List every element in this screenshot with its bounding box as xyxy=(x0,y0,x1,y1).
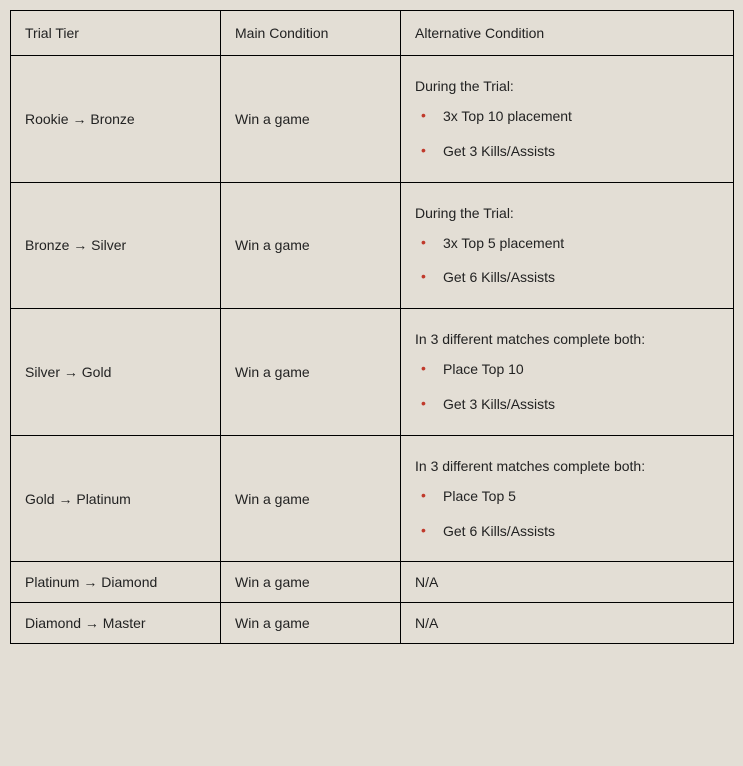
alt-item: Place Top 5 xyxy=(415,488,719,505)
table-row: Gold → Platinum Win a game In 3 differen… xyxy=(11,435,734,562)
alt-item: 3x Top 5 placement xyxy=(415,235,719,252)
cell-alt: In 3 different matches complete both: Pl… xyxy=(401,309,734,436)
header-alternative-condition: Alternative Condition xyxy=(401,11,734,56)
alt-intro: In 3 different matches complete both: xyxy=(415,331,719,347)
alt-list: Place Top 5 Get 6 Kills/Assists xyxy=(415,488,719,540)
header-main-condition: Main Condition xyxy=(221,11,401,56)
cell-main: Win a game xyxy=(221,562,401,603)
table-row: Silver → Gold Win a game In 3 different … xyxy=(11,309,734,436)
cell-tier: Diamond → Master xyxy=(11,603,221,644)
cell-tier: Rookie → Bronze xyxy=(11,56,221,183)
table-row: Diamond → Master Win a game N/A xyxy=(11,603,734,644)
cell-alt: During the Trial: 3x Top 10 placement Ge… xyxy=(401,56,734,183)
table-row: Rookie → Bronze Win a game During the Tr… xyxy=(11,56,734,183)
alt-list: 3x Top 10 placement Get 3 Kills/Assists xyxy=(415,108,719,160)
alt-item: Get 3 Kills/Assists xyxy=(415,143,719,160)
alt-intro: During the Trial: xyxy=(415,78,719,94)
table-header-row: Trial Tier Main Condition Alternative Co… xyxy=(11,11,734,56)
cell-alt: In 3 different matches complete both: Pl… xyxy=(401,435,734,562)
cell-tier: Platinum → Diamond xyxy=(11,562,221,603)
table-row: Bronze → Silver Win a game During the Tr… xyxy=(11,182,734,309)
cell-main: Win a game xyxy=(221,56,401,183)
alt-intro: In 3 different matches complete both: xyxy=(415,458,719,474)
header-trial-tier: Trial Tier xyxy=(11,11,221,56)
alt-item: 3x Top 10 placement xyxy=(415,108,719,125)
alt-intro: During the Trial: xyxy=(415,205,719,221)
alt-item: Get 3 Kills/Assists xyxy=(415,396,719,413)
cell-alt: N/A xyxy=(401,562,734,603)
cell-main: Win a game xyxy=(221,603,401,644)
cell-alt: During the Trial: 3x Top 5 placement Get… xyxy=(401,182,734,309)
trial-tier-table: Trial Tier Main Condition Alternative Co… xyxy=(10,10,734,644)
alt-item: Get 6 Kills/Assists xyxy=(415,269,719,286)
cell-main: Win a game xyxy=(221,435,401,562)
alt-list: Place Top 10 Get 3 Kills/Assists xyxy=(415,361,719,413)
alt-item: Place Top 10 xyxy=(415,361,719,378)
cell-alt: N/A xyxy=(401,603,734,644)
cell-main: Win a game xyxy=(221,309,401,436)
cell-tier: Gold → Platinum xyxy=(11,435,221,562)
cell-tier: Silver → Gold xyxy=(11,309,221,436)
alt-list: 3x Top 5 placement Get 6 Kills/Assists xyxy=(415,235,719,287)
cell-main: Win a game xyxy=(221,182,401,309)
alt-item: Get 6 Kills/Assists xyxy=(415,523,719,540)
table-row: Platinum → Diamond Win a game N/A xyxy=(11,562,734,603)
cell-tier: Bronze → Silver xyxy=(11,182,221,309)
